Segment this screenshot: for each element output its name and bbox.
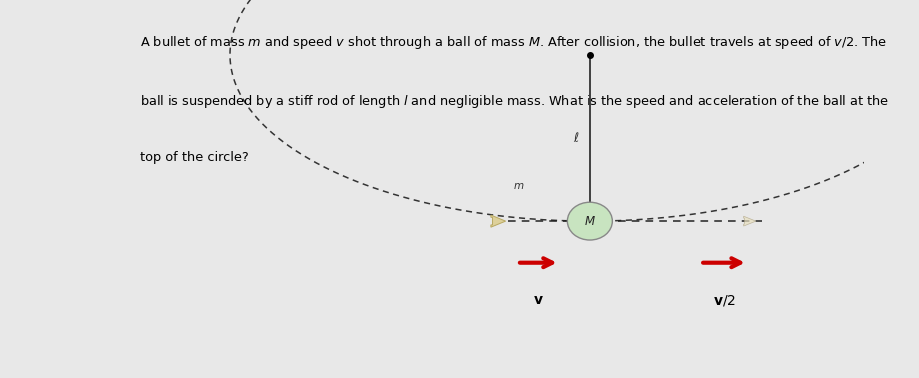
Text: $\ell$: $\ell$ (573, 131, 580, 145)
FancyArrow shape (743, 216, 756, 226)
Text: $M$: $M$ (584, 215, 596, 228)
Text: ball is suspended by a stiff rod of length $l$ and negligible mass. What is the : ball is suspended by a stiff rod of leng… (140, 93, 889, 110)
FancyArrow shape (491, 215, 505, 227)
Text: top of the circle?: top of the circle? (140, 151, 249, 164)
Text: $\mathbf{v}$: $\mathbf{v}$ (533, 293, 544, 307)
Text: $\mathbf{v}$/2: $\mathbf{v}$/2 (713, 293, 735, 308)
Ellipse shape (567, 202, 612, 240)
Text: $m$: $m$ (513, 181, 525, 191)
Text: A bullet of mass $m$ and speed $v$ shot through a ball of mass $M$. After collis: A bullet of mass $m$ and speed $v$ shot … (140, 34, 887, 51)
